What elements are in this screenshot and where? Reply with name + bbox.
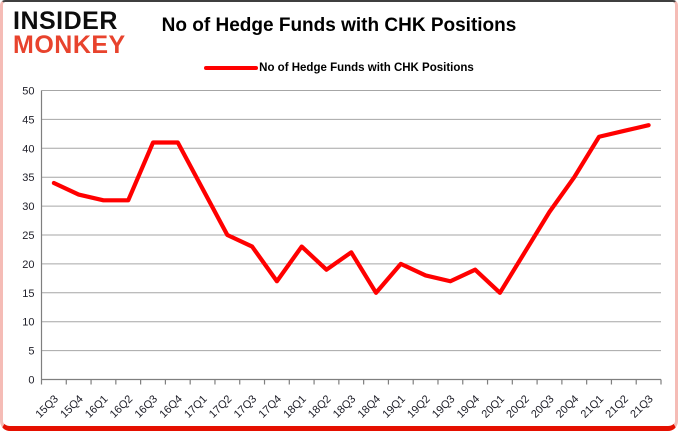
logo-text-monkey: MONKEY: [13, 30, 126, 59]
x-tick-label: 21Q3: [628, 393, 656, 421]
x-tick-label: 18Q3: [331, 393, 359, 421]
y-tick-label: 50: [22, 86, 34, 98]
legend-line-swatch: [204, 66, 259, 70]
y-tick-label: 25: [22, 230, 34, 242]
line-chart: 0 5 10 15 20 25 30 35 40 45 50 15Q315Q416Q116Q216Q3…: [22, 86, 662, 421]
chart-title: No of Hedge Funds with CHK Positions: [161, 15, 517, 36]
x-tick-label: 18Q4: [356, 393, 384, 421]
legend-label: No of Hedge Funds with CHK Positions: [259, 62, 474, 74]
x-tick-label: 18Q2: [306, 393, 334, 421]
y-tick-label: 35: [22, 172, 34, 184]
legend: No of Hedge Funds with CHK Positions: [3, 62, 675, 74]
y-tick-label: 45: [22, 114, 34, 126]
x-tick-label: 16Q2: [108, 393, 136, 421]
logo-text-insider: INSIDER: [13, 7, 118, 35]
x-tick-label: 16Q3: [133, 393, 161, 421]
insider-monkey-logo: INSIDER MONKEY: [13, 7, 126, 59]
x-tick-label: 19Q2: [405, 393, 433, 421]
series-line: [51, 123, 651, 295]
y-tick-label: 10: [22, 317, 34, 329]
y-tick-label: 15: [22, 288, 34, 300]
x-tick-label: 17Q2: [207, 393, 235, 421]
x-tick-label: 19Q1: [380, 393, 408, 421]
x-tick-label: 19Q3: [430, 393, 458, 421]
x-tick-label: 16Q4: [157, 393, 185, 421]
x-tick-label: 21Q1: [579, 393, 607, 421]
x-tick-label: 17Q3: [232, 393, 260, 421]
x-tick-label: 17Q4: [257, 393, 285, 421]
x-tick-label: 20Q3: [529, 393, 557, 421]
x-tick-label: 17Q1: [182, 393, 210, 421]
x-tick-label: 18Q1: [281, 393, 309, 421]
x-tick-label: 16Q1: [83, 393, 111, 421]
x-tick-label: 15Q3: [33, 393, 61, 421]
y-tick-label: 5: [28, 346, 34, 358]
y-tick-label: 40: [22, 143, 34, 155]
x-tick-label: 20Q1: [480, 393, 508, 421]
x-tick-label: 20Q4: [554, 393, 582, 421]
y-tick-label: 0: [28, 375, 34, 387]
x-tick-label: 15Q4: [58, 393, 86, 421]
x-tick-label: 21Q2: [603, 393, 631, 421]
x-tick-label: 20Q2: [504, 393, 532, 421]
y-tick-label: 30: [22, 201, 34, 213]
y-tick-label: 20: [22, 259, 34, 271]
x-tick-label: 19Q4: [455, 393, 483, 421]
